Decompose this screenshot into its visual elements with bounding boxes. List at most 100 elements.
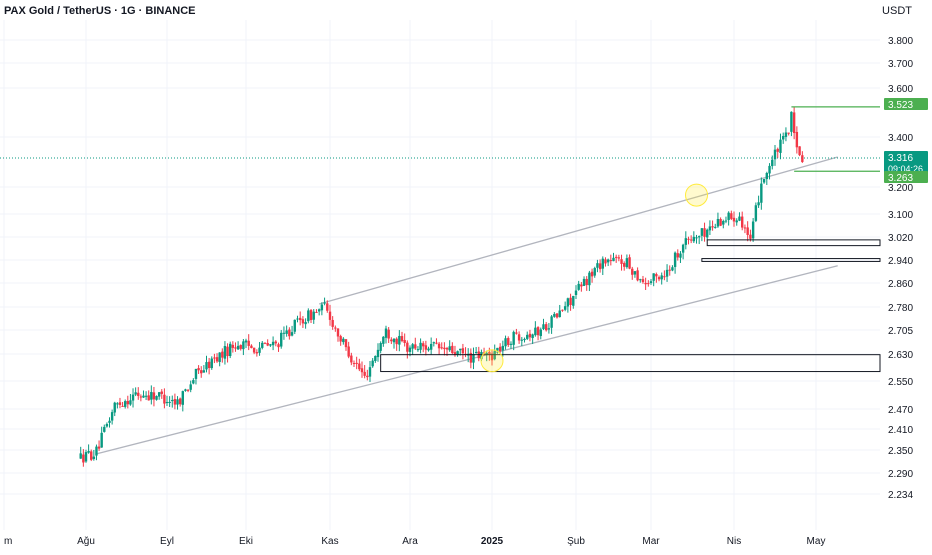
- time-tick-label: May: [807, 536, 826, 547]
- candle-body: [652, 273, 655, 281]
- candle-body: [732, 217, 736, 222]
- price-tick-label: 2.780: [888, 303, 913, 314]
- candle: [207, 357, 211, 375]
- candle: [673, 251, 677, 274]
- time-axis[interactable]: m Ağu Eyl Eki Kas Ara 2025 Şub Mar Nis May: [4, 536, 825, 547]
- drawings-front[interactable]: [380, 106, 881, 373]
- candle-body: [572, 295, 575, 306]
- candle: [126, 395, 130, 409]
- candle: [585, 276, 588, 291]
- candle-body: [679, 253, 682, 258]
- highlight-circle-0[interactable]: [480, 349, 504, 373]
- time-tick-label: Ara: [402, 536, 418, 547]
- candle: [168, 396, 171, 407]
- price-tag-bg: [884, 151, 928, 175]
- price-tick-label: 2.940: [888, 256, 913, 267]
- candle: [620, 254, 623, 271]
- candle: [103, 424, 106, 433]
- candle-body: [798, 146, 801, 156]
- candle: [419, 338, 422, 354]
- candle-body: [403, 339, 406, 343]
- candle: [395, 337, 398, 351]
- price-tick-label: 3.600: [888, 84, 913, 95]
- candle-body: [609, 260, 613, 262]
- candle: [285, 325, 288, 337]
- candle-body: [448, 346, 451, 351]
- candle: [464, 347, 467, 358]
- candle-body: [509, 343, 513, 345]
- drawings[interactable]: [0, 156, 880, 455]
- price-tag-0[interactable]: 3.523: [884, 98, 928, 111]
- highlight-circle-1[interactable]: [685, 183, 709, 207]
- channel-lower-line[interactable]: [96, 265, 838, 455]
- candle: [757, 195, 760, 208]
- candle: [331, 316, 334, 330]
- candle-body: [663, 276, 666, 278]
- candle: [432, 341, 436, 347]
- support-zone-1[interactable]: [706, 239, 881, 247]
- candle-body: [555, 313, 559, 318]
- candle: [344, 339, 348, 351]
- candle-body: [601, 258, 604, 269]
- candle: [628, 254, 631, 270]
- candle-body: [244, 340, 248, 343]
- candle-body: [671, 267, 674, 271]
- candle-body: [103, 426, 106, 432]
- candle: [716, 212, 720, 228]
- candle: [320, 302, 324, 316]
- candle: [261, 340, 264, 350]
- candle: [368, 361, 372, 382]
- candle: [422, 341, 425, 353]
- support-zone-0[interactable]: [380, 354, 881, 373]
- candle-body: [223, 346, 227, 359]
- candle: [762, 178, 766, 184]
- candle: [609, 254, 613, 266]
- candle-body: [641, 279, 645, 283]
- candle: [205, 355, 208, 373]
- candle-body: [274, 341, 278, 344]
- candle: [451, 342, 454, 355]
- price-axis[interactable]: 3.800 3.700 3.600 3.400 3.200 3.100 3.020 2.940…: [884, 36, 928, 501]
- candle-body: [512, 331, 515, 345]
- candle-body: [676, 253, 679, 258]
- candle-body: [673, 252, 677, 267]
- candle-body: [263, 342, 267, 344]
- candle-body: [474, 351, 478, 354]
- candle-body: [296, 318, 299, 320]
- candle-body: [400, 336, 404, 342]
- candle-body: [636, 270, 639, 281]
- channel-upper-line[interactable]: [318, 156, 838, 305]
- candle-body: [790, 111, 793, 132]
- candle: [509, 341, 513, 349]
- candle: [239, 344, 242, 351]
- candle-body: [536, 327, 540, 336]
- price-tag-2[interactable]: 3.263: [884, 171, 928, 184]
- support-zone-2[interactable]: [701, 258, 881, 262]
- candle-body: [189, 384, 192, 390]
- candle: [569, 293, 572, 311]
- candle-body: [90, 451, 93, 460]
- candle-body: [558, 310, 561, 318]
- candle: [263, 342, 267, 345]
- candle-body: [384, 328, 388, 338]
- candle: [173, 393, 177, 410]
- candle: [782, 132, 785, 144]
- candle: [790, 111, 793, 137]
- candle-body: [480, 351, 483, 360]
- candle: [590, 268, 594, 283]
- candle: [221, 348, 224, 363]
- candle-body: [100, 432, 103, 448]
- candle: [512, 330, 515, 351]
- candle-body: [563, 306, 567, 310]
- time-tick-label: Kas: [321, 536, 338, 547]
- candle: [542, 318, 545, 331]
- candle: [398, 330, 401, 352]
- candle-body: [639, 279, 642, 281]
- candle: [293, 319, 296, 335]
- candle: [171, 395, 174, 408]
- candle: [665, 264, 669, 282]
- candle-body: [419, 342, 422, 350]
